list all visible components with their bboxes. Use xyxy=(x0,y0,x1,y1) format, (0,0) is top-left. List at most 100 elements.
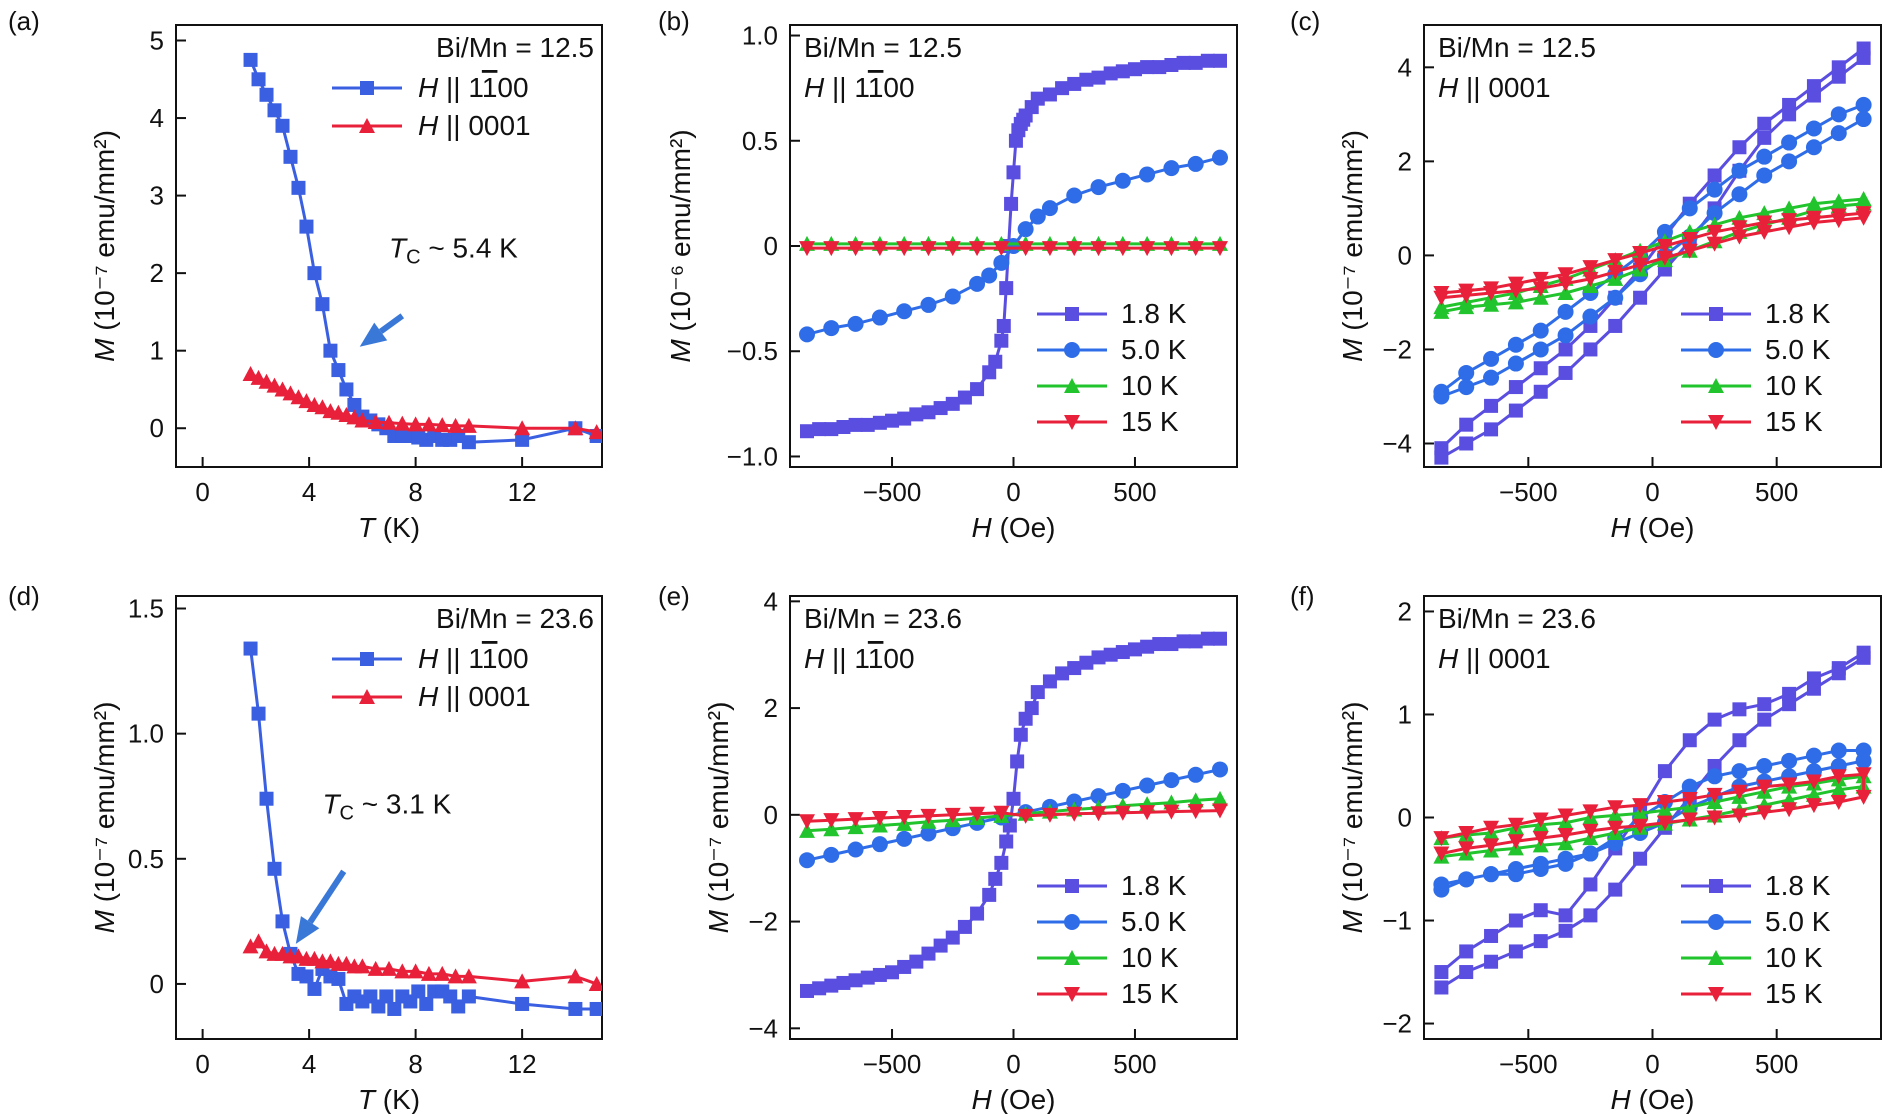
x-tick-label: 0 xyxy=(1006,1049,1020,1079)
legend-label: 1.8 K xyxy=(1765,870,1831,901)
series-line xyxy=(1440,749,1866,891)
y-tick-label: 4 xyxy=(150,103,164,133)
x-tick-label: 4 xyxy=(302,477,316,507)
data-point xyxy=(1176,55,1191,70)
data-point xyxy=(847,812,864,828)
legend-label: 5.0 K xyxy=(1765,334,1831,365)
data-point xyxy=(982,887,997,902)
y-tick-label: 0.5 xyxy=(742,126,778,156)
data-point xyxy=(970,382,985,397)
data-point xyxy=(1855,752,1872,769)
x-tick-label: 500 xyxy=(1113,477,1156,507)
data-point xyxy=(251,72,266,87)
data-point xyxy=(871,241,888,257)
data-point xyxy=(460,968,477,984)
y-tick-label: 2 xyxy=(764,693,778,723)
y-tick-label: 1.0 xyxy=(128,719,164,749)
data-point xyxy=(1483,350,1500,367)
data-point xyxy=(1608,882,1623,897)
x-tick-label: 8 xyxy=(408,477,422,507)
data-point xyxy=(1433,303,1450,319)
info-text: Bi/Mn = 23.6 xyxy=(436,603,594,634)
data-point xyxy=(897,959,912,974)
data-point xyxy=(1830,781,1847,797)
data-point xyxy=(1458,379,1475,396)
data-point xyxy=(1067,661,1082,676)
y-tick-label: 1 xyxy=(1398,699,1412,729)
data-point xyxy=(1706,810,1723,826)
data-point xyxy=(1633,851,1648,866)
data-point xyxy=(514,973,531,989)
data-point xyxy=(420,416,437,432)
data-point xyxy=(1187,241,1204,257)
data-point xyxy=(1731,784,1748,800)
data-point xyxy=(945,930,960,945)
data-point xyxy=(1756,805,1773,821)
data-point xyxy=(969,275,986,292)
data-point xyxy=(1103,66,1118,81)
data-point xyxy=(1508,380,1523,395)
data-point xyxy=(251,706,266,721)
y-tick-label: 0 xyxy=(1398,803,1412,833)
panel-c: (c) −500 0 500 −4 −2 0 2 4 H (Oe) M (10⁻⁷ emu/mm²)… xyxy=(1290,6,1882,543)
y-tick-label: −0.5 xyxy=(727,336,778,366)
data-point xyxy=(1041,807,1058,823)
data-point xyxy=(871,811,888,827)
data-point xyxy=(1855,111,1872,128)
panel-d: (d) 0 4 8 12 0 0.5 1.0 1.5 T (K) M (10⁻⁷ emu/mm²) B… xyxy=(8,581,603,1114)
data-point xyxy=(909,407,924,422)
data-point xyxy=(1805,747,1822,764)
data-point xyxy=(988,354,1003,369)
panel-letter: (a) xyxy=(8,6,40,36)
data-point xyxy=(1212,631,1227,646)
data-point xyxy=(407,963,424,979)
legend-marker xyxy=(1064,378,1080,393)
data-point xyxy=(291,180,306,195)
data-point xyxy=(1483,296,1500,312)
data-point xyxy=(824,978,839,993)
legend-label: 15 K xyxy=(1121,406,1179,437)
data-point xyxy=(1756,779,1773,795)
data-point xyxy=(1855,789,1872,805)
data-point xyxy=(1005,238,1022,254)
y-tick-label: 4 xyxy=(1398,52,1412,82)
data-point xyxy=(999,834,1014,849)
data-point xyxy=(1090,179,1107,196)
data-point xyxy=(1507,283,1524,299)
data-point xyxy=(1732,733,1747,748)
legend-marker xyxy=(1708,987,1724,1002)
data-point xyxy=(1127,642,1142,657)
data-point xyxy=(447,968,464,984)
data-point xyxy=(1507,336,1524,353)
data-point xyxy=(1756,757,1773,774)
legend-marker xyxy=(1709,307,1723,321)
data-point xyxy=(1781,777,1798,793)
data-point xyxy=(871,836,888,853)
data-point xyxy=(379,989,394,1004)
data-point xyxy=(1187,792,1204,808)
data-point xyxy=(999,281,1014,296)
data-point xyxy=(823,813,840,829)
data-point xyxy=(381,414,397,430)
data-point xyxy=(1607,800,1624,816)
info-text: Bi/Mn = 23.6 xyxy=(1438,603,1596,634)
data-point xyxy=(920,808,937,824)
y-tick-label: −1.0 xyxy=(727,441,778,471)
data-point xyxy=(1200,53,1215,68)
data-point xyxy=(988,871,1003,886)
data-point xyxy=(1507,861,1524,878)
data-point xyxy=(847,841,864,858)
data-point xyxy=(1434,450,1449,465)
data-point xyxy=(1458,825,1475,841)
data-point xyxy=(885,413,900,428)
panel-letter: (f) xyxy=(1290,581,1315,611)
arrow-head xyxy=(295,916,320,944)
legend-marker xyxy=(1709,879,1723,893)
data-point xyxy=(1091,70,1106,85)
x-tick-label: 0 xyxy=(1006,477,1020,507)
data-point xyxy=(1731,162,1748,179)
data-point xyxy=(1127,62,1142,77)
axes-frame xyxy=(175,24,603,468)
data-point xyxy=(588,975,602,991)
data-point xyxy=(1831,666,1846,681)
